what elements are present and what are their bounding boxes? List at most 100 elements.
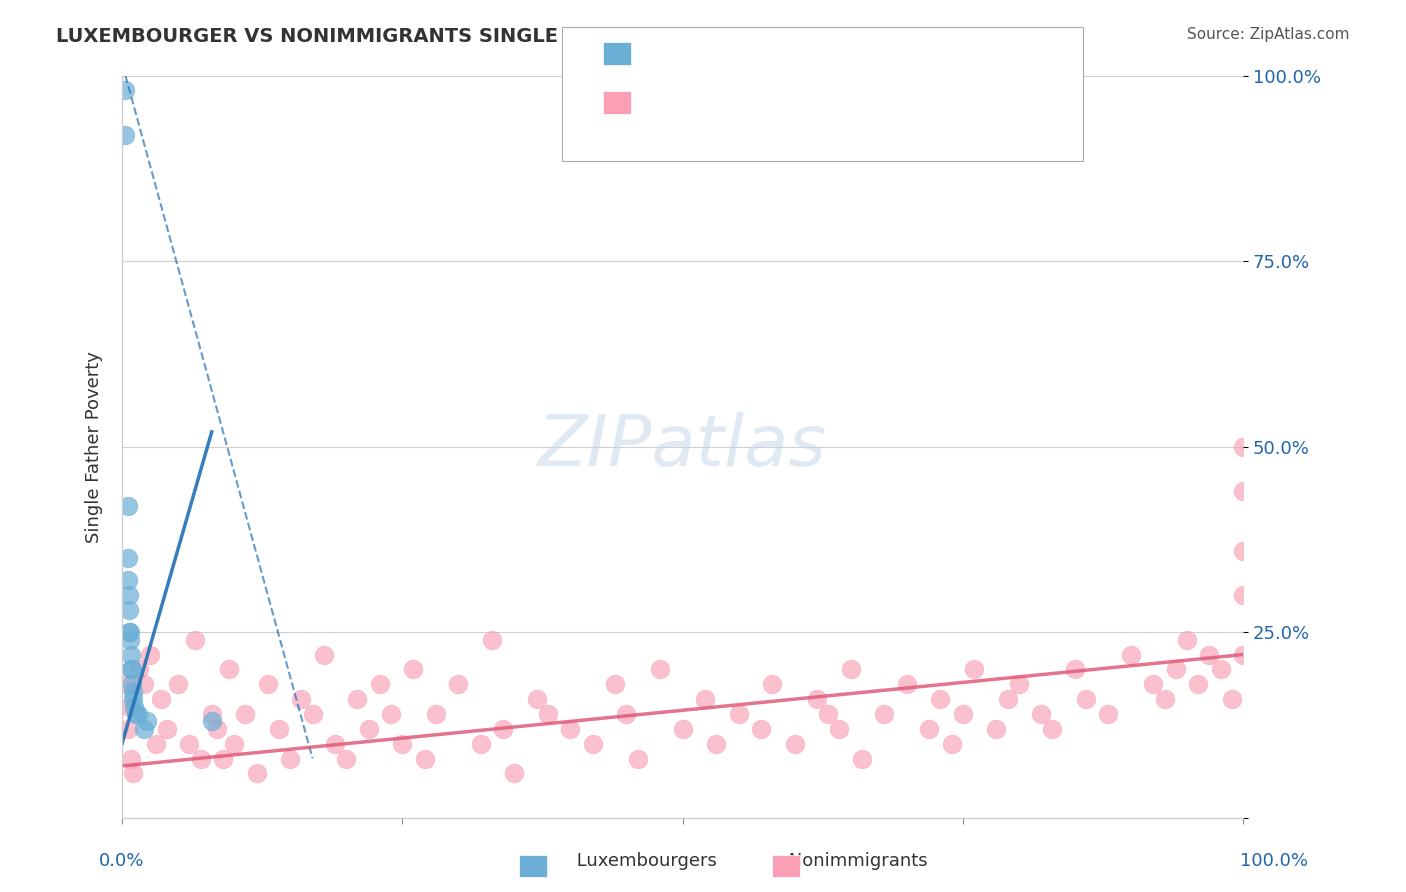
Point — [301, 706, 323, 721]
Point — [201, 714, 224, 729]
Point — [117, 499, 139, 513]
Point — [278, 751, 301, 765]
Point — [896, 677, 918, 691]
Point — [1074, 692, 1097, 706]
Point — [118, 625, 141, 640]
Point — [218, 662, 240, 676]
Point — [368, 677, 391, 691]
Point — [402, 662, 425, 676]
Point — [627, 751, 650, 765]
Text: Source: ZipAtlas.com: Source: ZipAtlas.com — [1187, 27, 1350, 42]
Point — [290, 692, 312, 706]
Point — [997, 692, 1019, 706]
Point — [1142, 677, 1164, 691]
Text: 100.0%: 100.0% — [1240, 852, 1308, 870]
Point — [134, 722, 156, 736]
Point — [1119, 648, 1142, 662]
Point — [145, 737, 167, 751]
Point — [413, 751, 436, 765]
Point — [447, 677, 470, 691]
Point — [704, 737, 727, 751]
Point — [470, 737, 492, 751]
Point — [605, 677, 627, 691]
Point — [118, 588, 141, 602]
Point — [582, 737, 605, 751]
Text: R = 0.303   N =  22: R = 0.303 N = 22 — [640, 39, 831, 59]
Point — [952, 706, 974, 721]
Point — [122, 692, 145, 706]
Text: ZIPatlas: ZIPatlas — [538, 412, 827, 481]
Point — [135, 714, 157, 729]
Point — [121, 662, 143, 676]
Y-axis label: Single Father Poverty: Single Father Poverty — [86, 351, 103, 542]
Point — [671, 722, 693, 736]
Point — [1232, 543, 1254, 558]
Point — [648, 662, 671, 676]
Point — [761, 677, 783, 691]
Point — [873, 706, 896, 721]
Point — [1232, 484, 1254, 499]
Point — [391, 737, 413, 751]
Point — [179, 737, 201, 751]
Text: LUXEMBOURGER VS NONIMMIGRANTS SINGLE FATHER POVERTY CORRELATION CHART: LUXEMBOURGER VS NONIMMIGRANTS SINGLE FAT… — [56, 27, 995, 45]
Point — [127, 706, 149, 721]
Point — [124, 706, 146, 721]
Point — [224, 737, 246, 751]
Text: R = 0.359   N = 142: R = 0.359 N = 142 — [640, 88, 853, 108]
Point — [1164, 662, 1187, 676]
Point — [118, 625, 141, 640]
Point — [929, 692, 952, 706]
Point — [1097, 706, 1119, 721]
Point — [122, 766, 145, 780]
Point — [380, 706, 402, 721]
Point — [167, 677, 190, 691]
Point — [1063, 662, 1085, 676]
Point — [727, 706, 749, 721]
Point — [117, 574, 139, 588]
Point — [941, 737, 963, 751]
Point — [118, 603, 141, 617]
Point — [817, 706, 839, 721]
Point — [121, 677, 143, 691]
Point — [312, 648, 335, 662]
Point — [118, 699, 141, 714]
Point — [235, 706, 257, 721]
Point — [806, 692, 828, 706]
Point — [114, 128, 136, 142]
Point — [207, 722, 229, 736]
Point — [839, 662, 862, 676]
Point — [1031, 706, 1053, 721]
Point — [1232, 648, 1254, 662]
Point — [986, 722, 1008, 736]
Point — [212, 751, 235, 765]
Point — [503, 766, 526, 780]
Point — [1153, 692, 1175, 706]
Point — [124, 699, 146, 714]
Point — [139, 648, 162, 662]
Point — [963, 662, 986, 676]
Point — [267, 722, 290, 736]
Text: 0.0%: 0.0% — [98, 852, 143, 870]
Point — [1187, 677, 1209, 691]
Point — [749, 722, 772, 736]
Point — [117, 722, 139, 736]
Point — [256, 677, 278, 691]
Point — [481, 632, 503, 647]
Point — [156, 722, 179, 736]
Point — [526, 692, 548, 706]
Point — [560, 722, 582, 736]
Point — [134, 677, 156, 691]
Point — [115, 677, 138, 691]
Point — [693, 692, 716, 706]
Text: Nonimmigrants: Nonimmigrants — [759, 852, 928, 870]
Point — [537, 706, 560, 721]
Point — [114, 83, 136, 97]
Point — [335, 751, 357, 765]
Point — [117, 551, 139, 566]
Point — [120, 662, 142, 676]
Point — [425, 706, 447, 721]
Point — [1042, 722, 1064, 736]
Point — [120, 648, 142, 662]
Point — [918, 722, 941, 736]
Point — [616, 706, 638, 721]
